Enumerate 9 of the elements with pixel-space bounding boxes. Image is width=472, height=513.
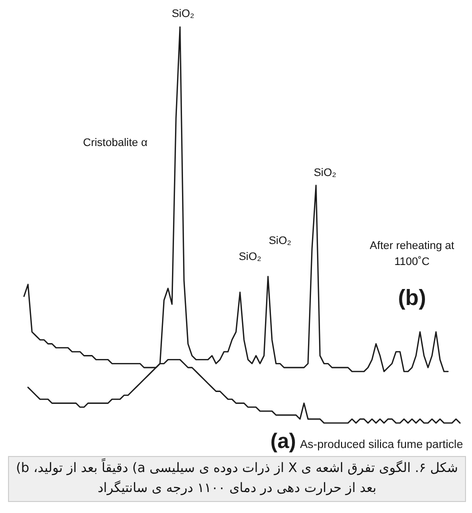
annotation: SiO₂ — [268, 235, 292, 247]
annotation: After reheating at 1100˚C — [370, 240, 454, 268]
text: SiO₂ — [172, 8, 194, 20]
annotation: SiO₂ — [238, 251, 262, 263]
annotation: SiO₂ — [314, 167, 336, 179]
series-label: (b) — [398, 285, 426, 310]
annotation: Cristobalite α — [83, 137, 148, 149]
series-label: (a) As-produced silica fume particle — [270, 430, 463, 453]
text: شکل ۶. الگوی تفرق اشعه ی X از ذرات دوده ی سیلیسی a) دقیقاً بعد از تولید، b) بعد از حرارت دهی در دمای ۱۱۰۰ درجه ی سانتیگراد — [8, 456, 466, 502]
